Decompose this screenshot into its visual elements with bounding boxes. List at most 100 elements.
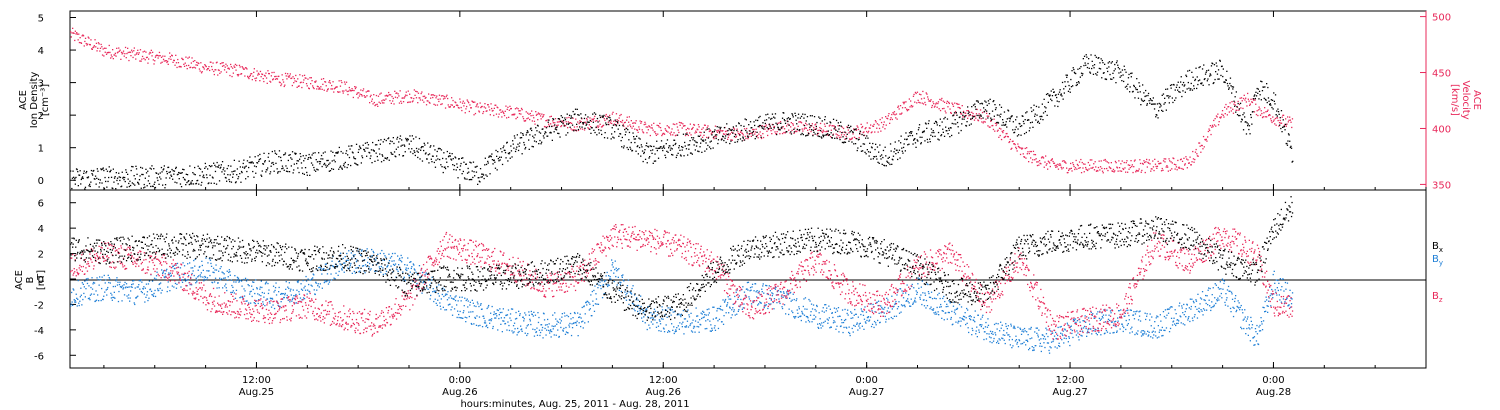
density-series-point: [986, 104, 988, 106]
density-series-point: [1280, 110, 1283, 112]
velocity-series-point: [524, 119, 527, 122]
density-series-point: [375, 152, 377, 154]
velocity-series-point: [798, 121, 800, 123]
velocity-series-point: [990, 120, 992, 122]
by-series-point: [433, 300, 435, 303]
velocity-series-point: [1278, 122, 1281, 124]
velocity-series-point: [152, 51, 154, 53]
by-series-point: [392, 271, 394, 273]
density-series-point: [1208, 84, 1210, 86]
density-series-point: [628, 131, 631, 134]
density-series-point: [949, 136, 951, 138]
by-series-point: [344, 262, 346, 264]
velocity-series-point: [828, 125, 830, 127]
density-series-point: [125, 171, 128, 173]
velocity-series-point: [196, 61, 198, 63]
density-series-point: [885, 155, 887, 157]
velocity-series-point: [319, 88, 321, 90]
density-series-point: [1052, 88, 1054, 90]
by-series-point: [100, 299, 102, 302]
velocity-series-point: [1045, 164, 1047, 166]
velocity-series-point: [1118, 167, 1121, 169]
velocity-series-point: [548, 123, 550, 125]
by-series-point: [99, 276, 101, 278]
density-series-point: [604, 132, 606, 134]
by-series-point: [195, 277, 197, 279]
velocity-series-point: [575, 118, 577, 120]
by-series-point: [162, 272, 164, 274]
density-series-point: [1271, 99, 1274, 101]
density-series-point: [1152, 103, 1154, 105]
by-series-point: [207, 262, 209, 264]
velocity-series-point: [789, 132, 791, 134]
by-series-point: [114, 285, 116, 288]
by-series-point: [512, 325, 515, 327]
by-series-point: [114, 297, 116, 299]
density-series-point: [1085, 64, 1087, 66]
by-series-point: [414, 269, 416, 271]
by-series-point: [311, 278, 313, 280]
density-series-point: [596, 134, 598, 136]
density-series-point: [1147, 92, 1150, 95]
velocity-series-point: [1287, 116, 1289, 118]
velocity-series-point: [1224, 113, 1226, 115]
density-series-point: [1238, 108, 1240, 110]
velocity-series-point: [213, 73, 215, 76]
velocity-series-point: [645, 126, 647, 128]
velocity-series-point: [412, 100, 414, 102]
by-series-point: [560, 326, 562, 329]
density-series-point: [289, 154, 291, 156]
velocity-series-point: [954, 110, 957, 113]
velocity-series-point: [971, 115, 973, 117]
density-series-point: [904, 150, 906, 152]
density-series-point: [854, 143, 857, 145]
velocity-series-point: [987, 125, 989, 127]
velocity-series-point: [380, 92, 382, 94]
velocity-series-point: [895, 117, 897, 119]
density-series-point: [1064, 81, 1066, 83]
density-series-point: [1228, 87, 1230, 89]
density-series-point: [1198, 66, 1200, 69]
density-series-point: [97, 170, 99, 172]
by-series-point: [496, 309, 498, 311]
velocity-series-point: [1075, 159, 1077, 162]
velocity-series-point: [533, 117, 535, 119]
density-series-point: [1026, 111, 1028, 113]
velocity-series-point: [903, 101, 906, 103]
density-series-point: [1049, 94, 1051, 96]
density-series-point: [800, 115, 803, 118]
velocity-series-point: [836, 134, 839, 136]
by-series-point: [319, 266, 321, 269]
by-series-point: [244, 277, 247, 279]
density-series-point: [1206, 80, 1208, 82]
density-series-point: [601, 133, 603, 136]
density-series-point: [99, 179, 101, 181]
by-series-point: [285, 288, 287, 290]
velocity-series-point: [1259, 108, 1261, 110]
density-series-point: [966, 121, 968, 123]
velocity-series-point: [587, 127, 589, 129]
density-series-point: [1107, 62, 1109, 64]
by-series-point: [342, 257, 344, 260]
density-series-point: [159, 176, 161, 178]
velocity-series-point: [114, 54, 116, 56]
density-series-point: [942, 128, 944, 130]
velocity-series-point: [305, 77, 307, 79]
density-series-point: [122, 176, 125, 178]
velocity-series-point: [517, 108, 519, 110]
velocity-series-point: [1188, 162, 1190, 164]
velocity-series-point: [719, 129, 721, 131]
by-series-point: [213, 271, 215, 274]
velocity-series-point: [755, 128, 757, 130]
velocity-series-point: [440, 95, 443, 97]
by-series-point: [108, 277, 110, 279]
by-series-point: [380, 265, 382, 268]
by-series-point: [545, 334, 547, 336]
density-series-point: [173, 170, 176, 172]
velocity-series-point: [147, 62, 149, 64]
density-series-point: [981, 103, 984, 105]
velocity-series-point: [1234, 104, 1237, 106]
density-series-point: [351, 151, 354, 153]
density-series-point: [197, 179, 199, 182]
density-series-point: [504, 149, 506, 152]
